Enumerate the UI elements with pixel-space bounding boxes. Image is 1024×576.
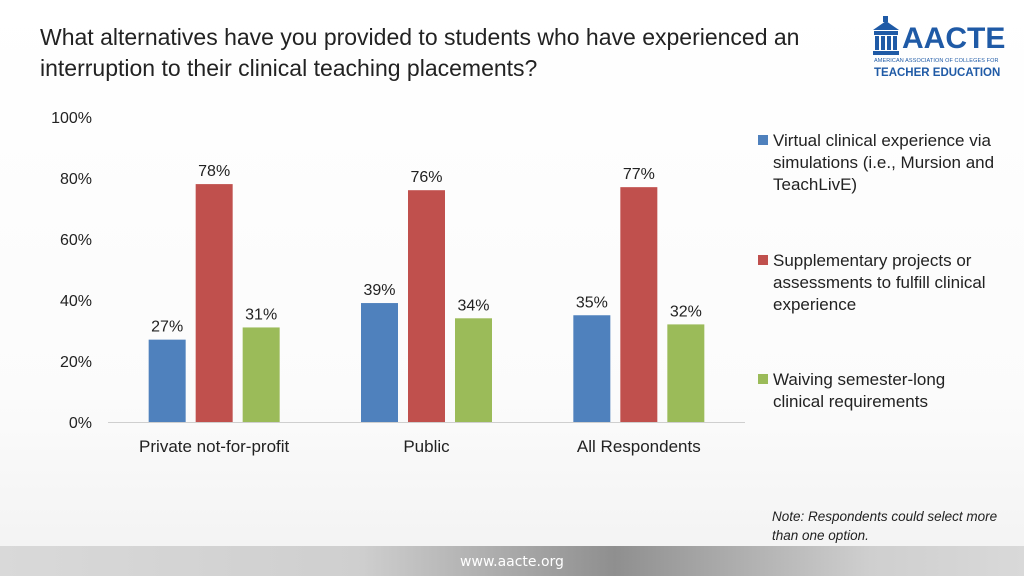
data-label: 27% — [151, 319, 183, 336]
data-label: 34% — [457, 297, 489, 314]
bar — [620, 187, 658, 422]
bar — [408, 190, 445, 422]
chart-title: What alternatives have you provided to s… — [40, 24, 800, 81]
bar — [667, 324, 705, 422]
bar — [361, 303, 398, 422]
data-label: 76% — [410, 169, 442, 186]
bar — [573, 315, 611, 422]
data-label: 31% — [245, 306, 277, 323]
legend-swatch — [758, 135, 768, 145]
footer-band — [0, 546, 1024, 576]
y-tick-label: 80% — [60, 171, 92, 188]
bar — [148, 339, 186, 422]
legend-label: Waiving semester-long clinical requireme… — [773, 370, 946, 411]
schoolhouse-icon — [873, 16, 899, 55]
bar — [242, 327, 280, 422]
legend-label: Supplementary projects or assessments to… — [773, 251, 986, 314]
logo-wordmark: AACTE — [902, 22, 1006, 55]
legend-swatch — [758, 374, 768, 384]
bar — [455, 318, 492, 422]
logo-subtitle: AMERICAN ASSOCIATION OF COLLEGES FOR — [874, 58, 999, 64]
legend-swatch — [758, 255, 768, 265]
data-label: 78% — [198, 163, 230, 180]
data-label: 77% — [623, 166, 655, 183]
logo-subtitle-2: TEACHER EDUCATION — [874, 67, 1001, 79]
chart-note: Note: Respondents could select more than… — [772, 509, 998, 543]
footer-url[interactable]: www.aacte.org — [460, 554, 564, 570]
y-tick-label: 100% — [51, 110, 92, 127]
y-tick-label: 40% — [60, 293, 92, 310]
x-tick-label: All Respondents — [577, 437, 701, 456]
y-tick-label: 60% — [60, 232, 92, 249]
data-label: 35% — [576, 294, 608, 311]
y-tick-label: 0% — [69, 415, 92, 432]
y-tick-label: 20% — [60, 354, 92, 371]
bar — [195, 184, 233, 422]
x-tick-label: Private not-for-profit — [139, 437, 289, 456]
data-label: 39% — [363, 282, 395, 299]
aacte-logo: AACTE AMERICAN ASSOCIATION OF COLLEGES F… — [872, 12, 1012, 86]
legend-label: Virtual clinical experience via simulati… — [773, 131, 995, 194]
x-tick-label: Public — [403, 437, 450, 456]
data-label: 32% — [670, 303, 702, 320]
